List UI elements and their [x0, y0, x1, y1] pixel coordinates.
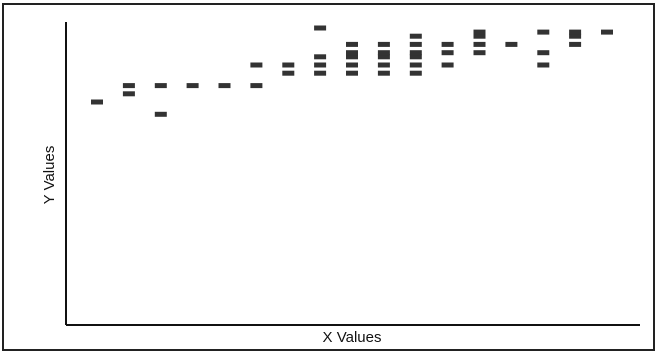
data-point	[473, 33, 486, 39]
data-point	[346, 62, 358, 68]
data-point	[250, 83, 263, 89]
data-point	[409, 50, 422, 56]
data-point	[473, 50, 486, 56]
data-point	[154, 83, 167, 89]
data-point	[218, 83, 231, 89]
data-point	[346, 41, 358, 47]
data-point	[537, 50, 550, 56]
data-point	[377, 62, 390, 68]
data-point	[409, 33, 422, 39]
data-point	[314, 62, 327, 68]
data-point	[441, 41, 454, 47]
data-point	[569, 33, 582, 39]
data-point	[409, 54, 422, 60]
data-points	[91, 25, 613, 117]
data-point	[346, 50, 358, 56]
y-axis-label: Y Values	[41, 146, 58, 205]
data-point	[441, 62, 454, 68]
x-axis-label: X Values	[323, 329, 382, 346]
data-point	[122, 83, 135, 89]
data-point	[441, 50, 454, 56]
data-point	[377, 70, 390, 76]
data-point	[537, 62, 550, 68]
data-point	[314, 54, 327, 60]
data-point	[569, 41, 582, 47]
data-point	[186, 83, 199, 89]
data-point	[473, 41, 486, 47]
data-point	[409, 70, 422, 76]
data-point	[377, 41, 390, 47]
data-point	[282, 62, 295, 68]
data-point	[409, 41, 422, 47]
data-point	[537, 29, 550, 35]
data-point	[282, 70, 295, 76]
data-point	[346, 54, 358, 60]
data-point	[505, 41, 518, 47]
data-point	[346, 70, 358, 76]
data-point	[569, 29, 582, 35]
data-point	[409, 62, 422, 68]
data-point	[314, 25, 327, 31]
data-point	[473, 29, 486, 35]
data-point	[377, 50, 390, 56]
data-point	[122, 91, 135, 97]
data-point	[250, 62, 263, 68]
data-point	[601, 29, 613, 35]
data-point	[91, 99, 103, 105]
data-point	[154, 111, 167, 117]
chart-frame	[2, 3, 655, 351]
data-point	[314, 70, 327, 76]
data-point	[377, 54, 390, 60]
